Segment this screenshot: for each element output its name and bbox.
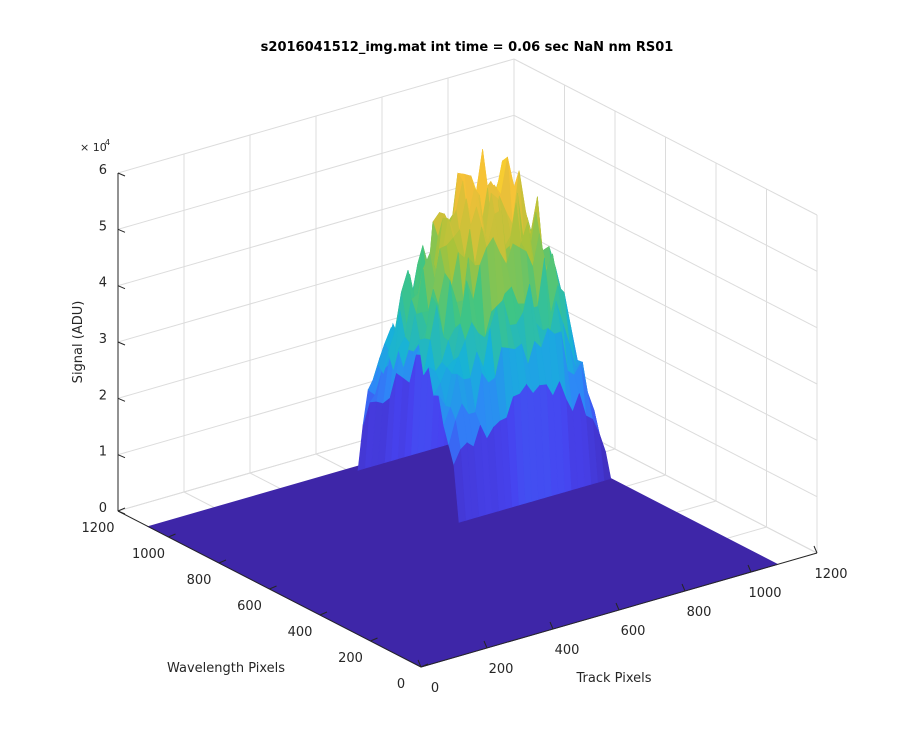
side-grid-line [513,227,818,385]
x-tick-mark [747,564,752,573]
z-exponent-base: × 10 [80,141,107,154]
x-tick-label: 800 [687,605,712,620]
x-tick-mark [813,545,818,554]
x-tick-mark [681,583,686,592]
y-tick-mark [218,559,227,564]
x-axis-label: Track Pixels [576,671,652,686]
y-tick-mark [319,611,328,616]
x-tick-mark [483,640,488,649]
y-axis-label: Wavelength Pixels [167,661,285,676]
surface-face [453,449,466,523]
x-tick-mark [549,621,554,630]
z-tick-mark [117,228,126,233]
y-tick-label: 600 [237,599,262,614]
x-tick-label: 1200 [814,567,847,582]
side-grid-line [513,114,818,272]
y-tick-mark [370,637,378,642]
z-tick-label: 2 [99,388,107,403]
y-tick-label: 400 [288,625,313,640]
z-tick-label: 3 [99,332,107,347]
z-tick-label: 6 [99,163,107,178]
z-tick-mark [117,172,126,177]
x-tick-label: 0 [431,681,439,696]
chart-title: s2016041512_img.mat int time = 0.06 sec … [261,40,674,55]
x-tick-label: 600 [621,624,646,639]
y-tick-label: 1000 [132,547,165,562]
y-tick-mark [168,533,176,538]
z-tick-label: 5 [99,219,107,234]
y-tick-label: 1200 [81,521,114,536]
back-grid-line [117,58,515,174]
side-grid-line [513,171,818,329]
y-tick-label: 0 [397,677,405,692]
z-exponent-power: 4 [105,138,110,147]
y-tick-label: 200 [338,651,363,666]
z-tick-mark [117,510,126,515]
z-tick-label: 1 [99,445,107,460]
surface-mesh [146,149,779,668]
x-tick-mark [417,659,422,668]
z-exponent: × 10 4 [80,138,110,154]
z-tick-mark [117,341,126,346]
z-tick-label: 0 [99,501,107,516]
z-tick-label: 4 [99,276,107,291]
z-tick-mark [117,454,126,459]
back-grid-line [117,171,515,287]
x-tick-label: 200 [489,662,514,677]
back-grid-line [117,114,515,230]
z-tick-mark [117,285,126,290]
y-tick-mark [269,585,277,590]
y-tick-mark [420,663,429,668]
y-tick-label: 800 [187,573,212,588]
x-tick-mark [615,602,620,611]
y-tick-mark [117,507,126,512]
side-grid-line [513,58,818,216]
z-axis-label: Signal (ADU) [71,301,86,384]
axes-ticks: 0200400600800100012000200400600800100012… [81,163,847,696]
z-tick-mark [117,397,126,402]
x-tick-label: 400 [555,643,580,658]
x-tick-label: 1000 [748,586,781,601]
